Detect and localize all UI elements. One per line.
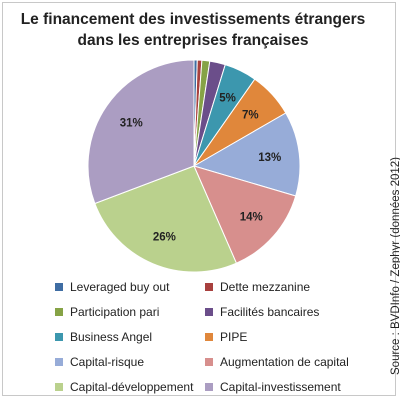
legend-label-3: Facilités bancaires	[220, 305, 320, 319]
legend-item-6: Capital-risque	[55, 353, 205, 371]
legend-label-1: Dette mezzanine	[220, 280, 311, 294]
legend-item-8: Capital-développement	[55, 378, 205, 396]
pie-slice-6	[192, 112, 301, 197]
pie-slice-7	[193, 165, 297, 264]
source-note: Source : BVDInfo / Zephyr (données 2012)	[390, 157, 400, 375]
legend-label-6: Capital-risque	[70, 355, 145, 369]
legend-swatch-1	[205, 283, 213, 291]
legend-swatch-6	[55, 358, 63, 366]
legend-label-5: PIPE	[220, 330, 248, 344]
legend-item-7: Augmentation de capital	[205, 353, 365, 371]
legend-label-9: Capital-investissement	[220, 380, 341, 394]
legend-swatch-4	[55, 333, 63, 341]
legend-swatch-7	[205, 358, 213, 366]
pie-chart: 5% 7% 13% 14% 26% 31%	[87, 59, 301, 273]
legend-swatch-9	[205, 383, 213, 391]
legend-item-1: Dette mezzanine	[205, 278, 365, 296]
legend-swatch-5	[205, 333, 213, 341]
legend-label-4: Business Angel	[70, 330, 153, 344]
pie-slice-9	[87, 59, 195, 205]
slice-label-8: 26%	[153, 231, 176, 243]
legend-label-8: Capital-développement	[70, 380, 194, 394]
legend-label-0: Leveraged buy out	[70, 280, 170, 294]
chart-title: Le financement des investissements étran…	[3, 9, 383, 51]
legend-item-2: Participation pari	[55, 303, 205, 321]
legend-swatch-2	[55, 308, 63, 316]
legend-label-7: Augmentation de capital	[220, 355, 349, 369]
legend-item-5: PIPE	[205, 328, 365, 346]
slice-label-6: 13%	[258, 152, 281, 164]
slice-label-7: 14%	[240, 211, 263, 223]
chart-title-line-2: dans les entreprises françaises	[77, 32, 309, 49]
legend-item-0: Leveraged buy out	[55, 278, 205, 296]
legend-label-2: Participation pari	[70, 305, 160, 319]
chart-legend: Leveraged buy out Dette mezzanine Particip…	[55, 278, 375, 396]
chart-title-line-1: Le financement des investissements étran…	[20, 11, 366, 28]
legend-swatch-0	[55, 283, 63, 291]
legend-item-4: Business Angel	[55, 328, 205, 346]
slice-label-9: 31%	[120, 118, 143, 130]
legend-swatch-3	[205, 308, 213, 316]
legend-item-3: Facilités bancaires	[205, 303, 365, 321]
slice-label-4: 5%	[219, 92, 236, 104]
slice-label-5: 7%	[242, 109, 259, 121]
legend-swatch-8	[55, 383, 63, 391]
legend-item-9: Capital-investissement	[205, 378, 365, 396]
pie-slice-8	[94, 165, 238, 273]
